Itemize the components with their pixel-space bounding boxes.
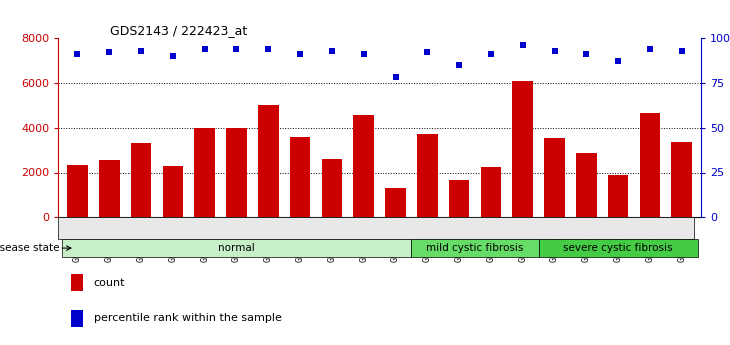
Bar xyxy=(385,188,406,217)
Bar xyxy=(226,128,247,217)
Bar xyxy=(61,239,412,257)
Bar xyxy=(194,128,215,217)
Bar xyxy=(672,142,692,217)
Bar xyxy=(412,239,539,257)
Point xyxy=(485,51,496,57)
Point xyxy=(167,53,179,59)
Bar xyxy=(576,154,596,217)
Point xyxy=(199,46,210,51)
Point xyxy=(231,46,242,51)
Bar xyxy=(72,310,82,327)
Text: percentile rank within the sample: percentile rank within the sample xyxy=(93,313,282,323)
Point xyxy=(326,48,338,53)
Bar xyxy=(353,115,374,217)
Point xyxy=(421,50,433,55)
Bar xyxy=(290,137,310,217)
Bar xyxy=(58,217,694,239)
Bar xyxy=(163,166,183,217)
Bar xyxy=(608,175,629,217)
Point xyxy=(517,42,529,48)
Point xyxy=(580,51,592,57)
Bar xyxy=(480,167,502,217)
Point xyxy=(612,59,624,64)
Point xyxy=(549,48,561,53)
Point xyxy=(644,46,656,51)
Point xyxy=(390,75,402,80)
Text: GDS2143 / 222423_at: GDS2143 / 222423_at xyxy=(110,24,247,37)
Text: disease state: disease state xyxy=(0,243,59,253)
Point xyxy=(453,62,465,68)
Point xyxy=(263,46,274,51)
Bar xyxy=(449,180,469,217)
Bar xyxy=(67,165,88,217)
Bar xyxy=(639,113,660,217)
Bar xyxy=(417,134,438,217)
Point xyxy=(72,51,83,57)
Bar xyxy=(131,143,151,217)
Point xyxy=(676,48,688,53)
Point xyxy=(135,48,147,53)
Bar xyxy=(539,239,698,257)
Text: severe cystic fibrosis: severe cystic fibrosis xyxy=(564,243,673,253)
Bar xyxy=(544,138,565,217)
Bar xyxy=(72,274,82,291)
Text: count: count xyxy=(93,278,126,288)
Bar xyxy=(321,159,342,217)
Point xyxy=(294,51,306,57)
Bar xyxy=(99,160,120,217)
Text: mild cystic fibrosis: mild cystic fibrosis xyxy=(426,243,523,253)
Point xyxy=(358,51,369,57)
Bar xyxy=(512,80,533,217)
Text: normal: normal xyxy=(218,243,255,253)
Point xyxy=(104,50,115,55)
Bar xyxy=(258,105,279,217)
